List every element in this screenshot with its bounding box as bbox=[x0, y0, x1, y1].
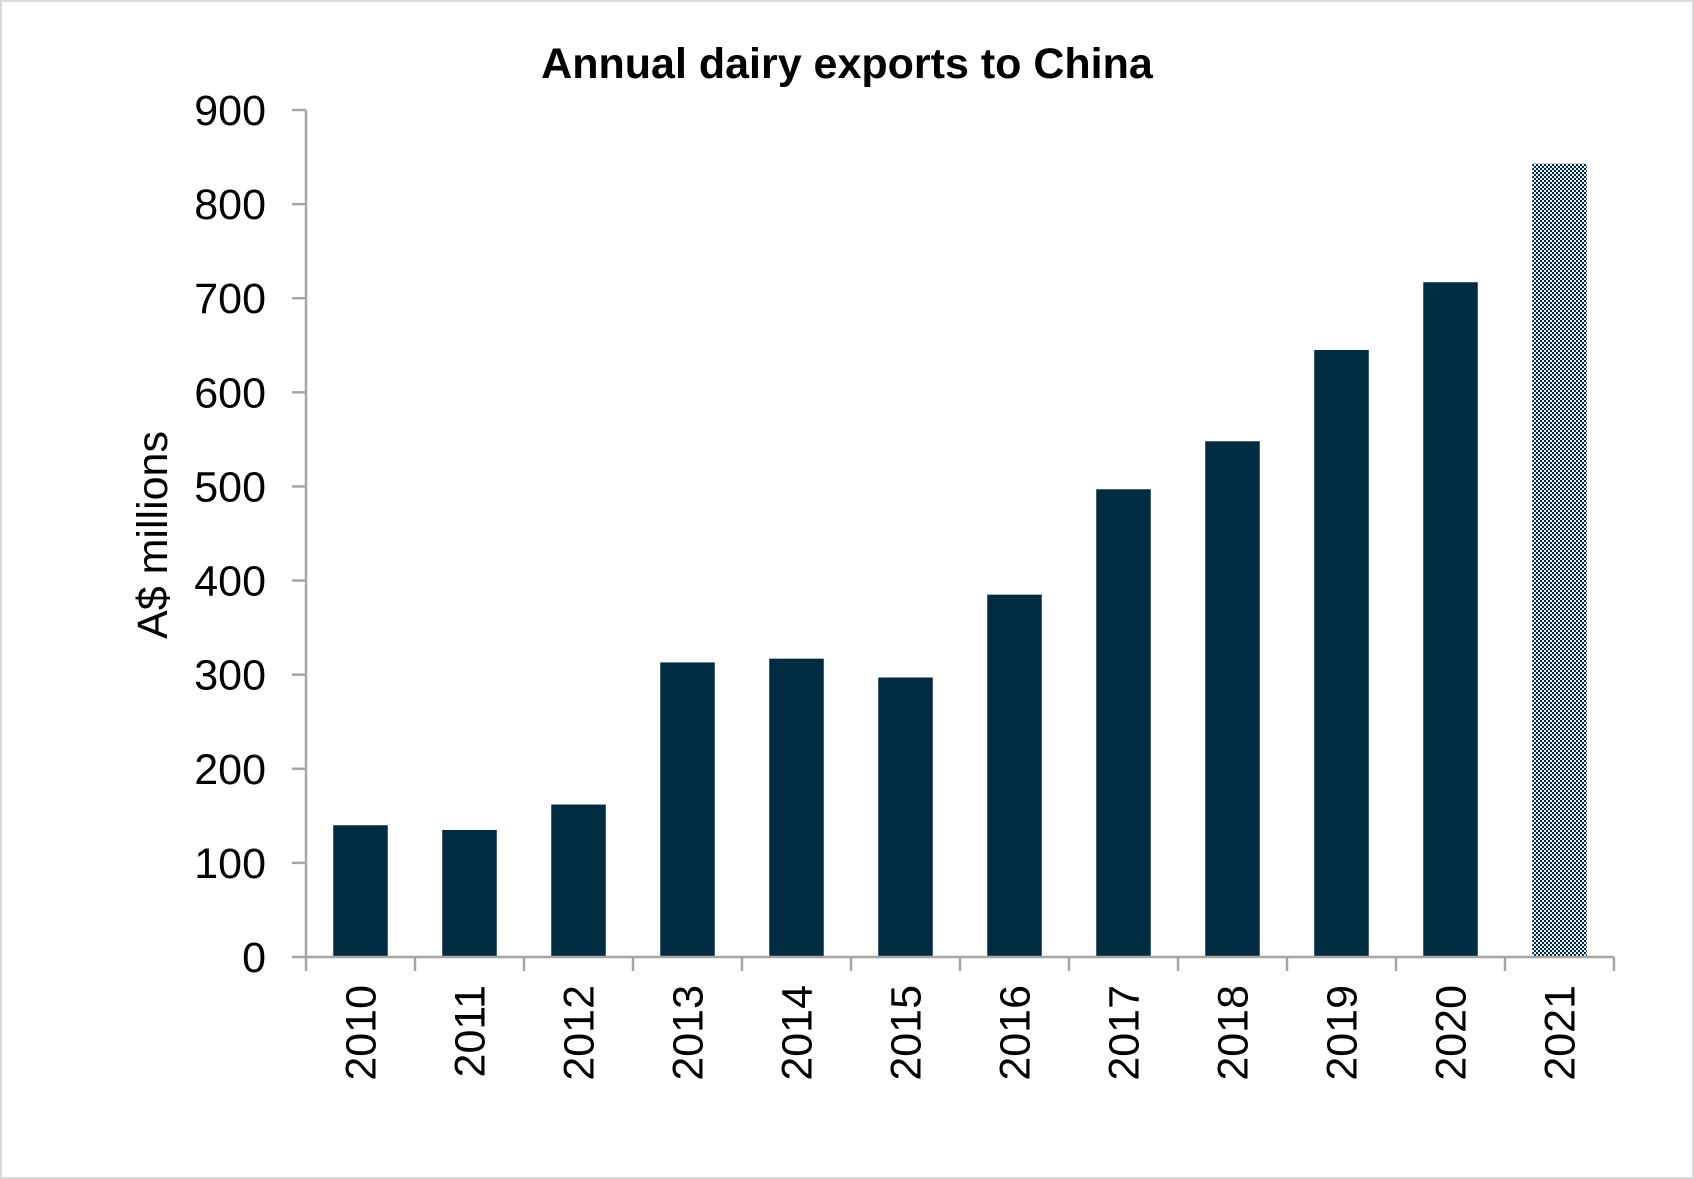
bar-2019 bbox=[1314, 349, 1369, 957]
x-tick-label-2015: 2015 bbox=[883, 985, 931, 1081]
y-tick-label: 400 bbox=[194, 558, 266, 606]
y-tick-label: 600 bbox=[194, 369, 266, 417]
x-tick-label-2014: 2014 bbox=[774, 985, 822, 1081]
y-tick-label: 300 bbox=[194, 652, 266, 700]
x-tick-label-2019: 2019 bbox=[1319, 985, 1367, 1081]
bar-2015 bbox=[878, 677, 933, 957]
x-tick-label-2013: 2013 bbox=[665, 985, 713, 1081]
bar-2016 bbox=[987, 594, 1042, 957]
bar-2017 bbox=[1096, 489, 1151, 957]
x-tick-label-2011: 2011 bbox=[447, 985, 495, 1077]
y-tick-label: 200 bbox=[194, 746, 266, 794]
bar-2013 bbox=[660, 662, 715, 957]
chart-title: Annual dairy exports to China bbox=[541, 40, 1154, 88]
bar-2018 bbox=[1205, 441, 1260, 957]
bar-2012 bbox=[551, 804, 606, 957]
y-axis-label: A$ millions bbox=[129, 431, 177, 639]
y-tick-label: 800 bbox=[194, 181, 266, 229]
x-tick-label-2010: 2010 bbox=[338, 985, 386, 1081]
x-tick-label-2016: 2016 bbox=[992, 985, 1040, 1081]
x-tick-label-2018: 2018 bbox=[1210, 985, 1258, 1081]
y-tick-label: 500 bbox=[194, 463, 266, 511]
bar-2020 bbox=[1423, 282, 1478, 957]
x-tick-label-2020: 2020 bbox=[1428, 985, 1476, 1081]
bar-2010 bbox=[333, 825, 388, 957]
bar-2014 bbox=[769, 658, 824, 957]
y-tick-label: 0 bbox=[242, 934, 266, 982]
x-tick-label-2017: 2017 bbox=[1101, 985, 1149, 1081]
y-tick-label: 100 bbox=[194, 840, 266, 888]
bar-2021 bbox=[1532, 163, 1587, 958]
y-tick-label: 900 bbox=[194, 87, 266, 135]
x-tick-label-2012: 2012 bbox=[556, 985, 604, 1081]
y-tick-label: 700 bbox=[194, 275, 266, 323]
x-tick-label-2021: 2021 bbox=[1537, 985, 1585, 1081]
bar-2011 bbox=[442, 829, 497, 957]
